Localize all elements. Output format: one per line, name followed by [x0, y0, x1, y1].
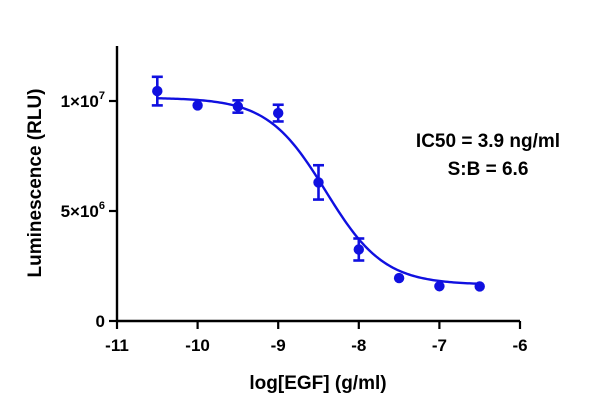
x-tick-label: -9 — [271, 336, 286, 355]
x-tick-label: -11 — [105, 336, 129, 355]
ic50-annotation: IC50 = 3.9 ng/ml — [416, 131, 560, 152]
y-tick-label: 0 — [96, 312, 105, 331]
data-point — [192, 100, 203, 111]
y-tick-label: 1×107 — [61, 90, 105, 111]
data-point — [474, 281, 485, 292]
x-axis-label: log[EGF] (g/ml) — [249, 373, 386, 394]
x-tick-label: -10 — [185, 336, 210, 355]
data-points — [152, 85, 485, 292]
y-axis-label: Luminescence (RLU) — [25, 89, 46, 278]
data-point — [152, 85, 163, 97]
data-point — [273, 107, 284, 119]
x-tick-label: -7 — [432, 336, 447, 355]
data-point — [393, 272, 405, 284]
data-point — [313, 177, 324, 188]
signal-to-background-annotation: S:B = 6.6 — [448, 159, 529, 180]
x-axis-ticks: -11 -10 -9 -8 -7 -6 — [105, 321, 528, 355]
x-tick-label: -6 — [512, 336, 527, 355]
x-tick-label: -8 — [351, 336, 366, 355]
y-tick-label: 5×106 — [61, 200, 105, 221]
error-bars — [151, 75, 365, 262]
y-axis-ticks: 0 5×106 1×107 — [61, 90, 117, 331]
plot-area: 0 5×106 1×107 -11 -10 -9 -8 -7 -6 — [61, 46, 528, 355]
data-point — [434, 281, 445, 292]
data-point — [232, 101, 244, 112]
data-point — [353, 244, 364, 255]
